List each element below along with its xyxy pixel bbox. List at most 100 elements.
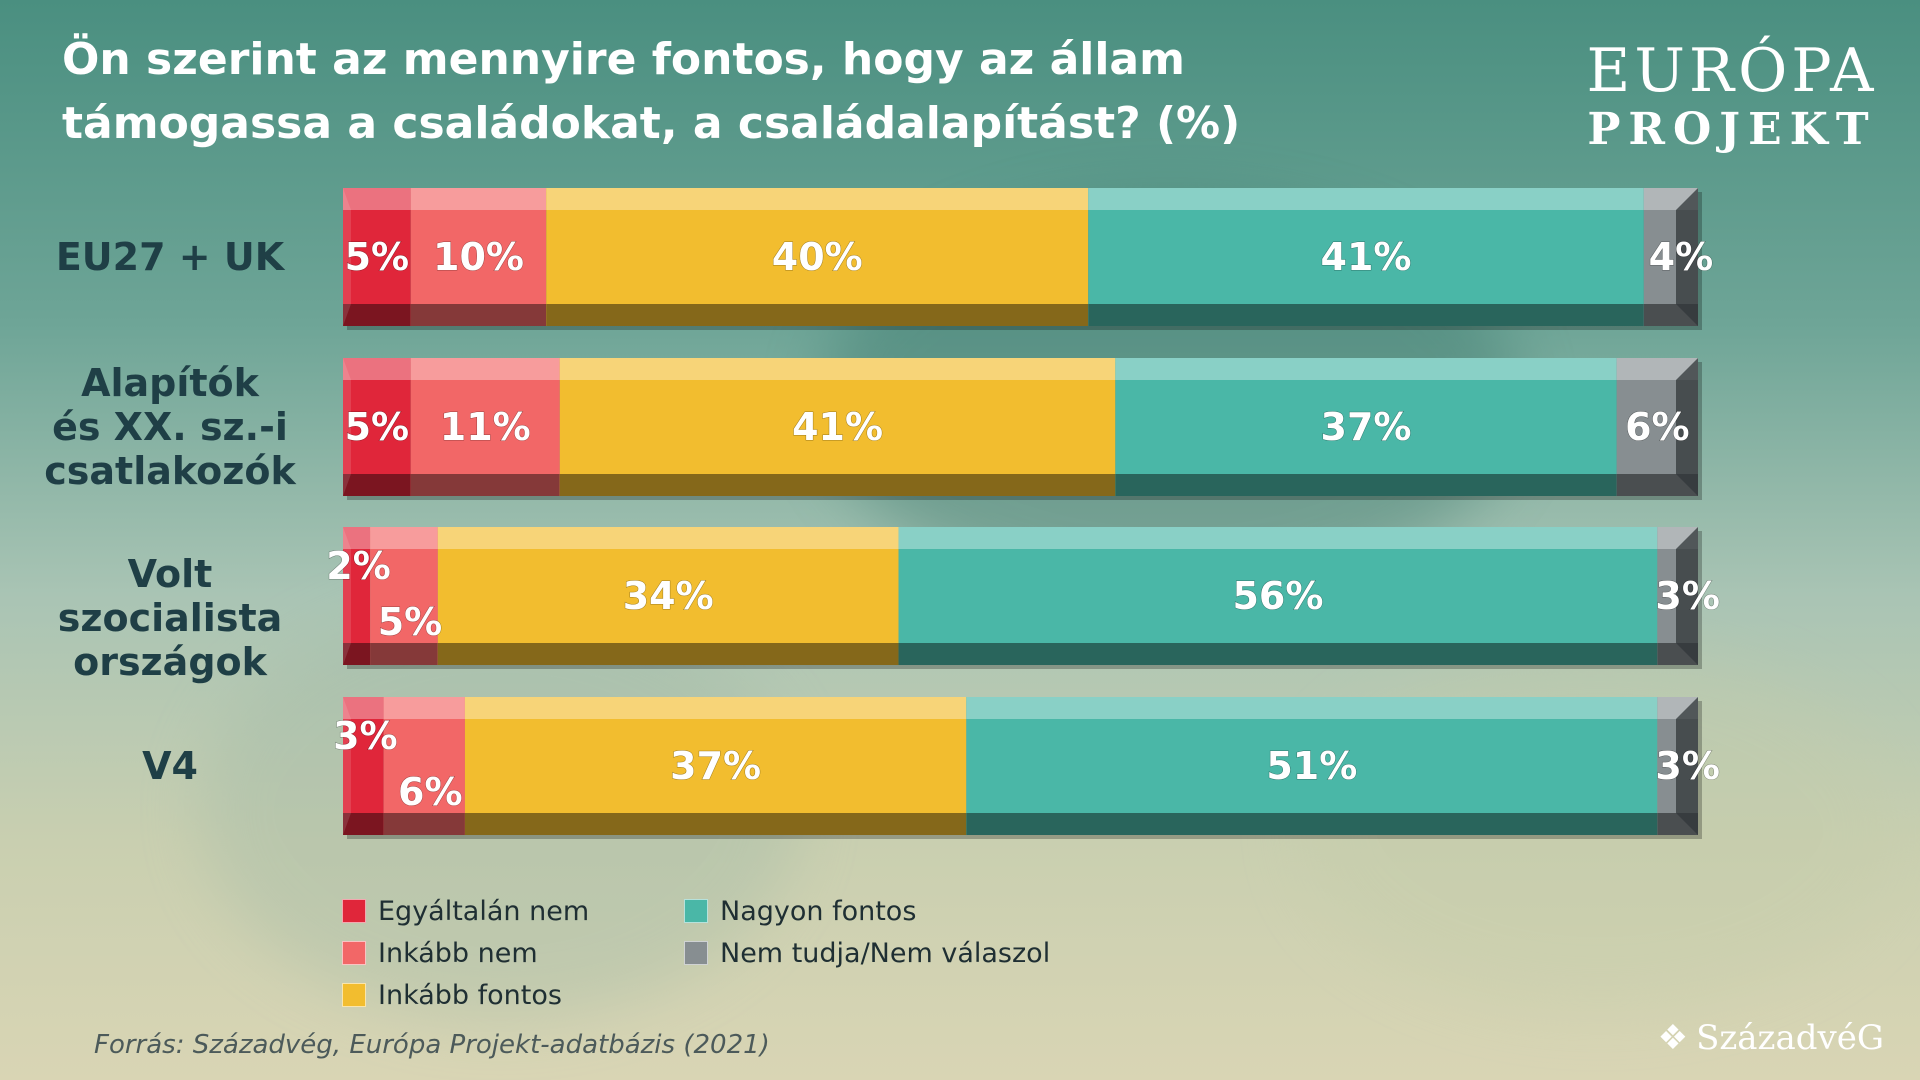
category-label-line: csatlakozók: [44, 449, 296, 493]
bar-segment-egy-ltal-n-nem: [343, 358, 411, 496]
bar-bevel-top: [343, 697, 384, 719]
bar-bevel-top: [559, 358, 1116, 380]
bar-bevel-top: [410, 188, 547, 210]
bar-segment-nagyon-fontos: [966, 697, 1658, 835]
data-label: 41%: [1321, 235, 1412, 279]
bar-bevel-bottom: [370, 643, 438, 665]
bar-segment-nagyon-fontos: [1088, 188, 1644, 326]
bar-bevel-bottom: [410, 304, 547, 326]
legend-swatch: [684, 941, 708, 965]
bar-bevel-top: [464, 697, 967, 719]
legend-label: Nem tudja/Nem válaszol: [720, 937, 1051, 969]
legend-swatch: [342, 983, 366, 1007]
bar-bevel-bottom: [1115, 474, 1617, 496]
bar-segment-ink-bb-nem: [370, 527, 438, 665]
bar-bevel-top: [1115, 358, 1617, 380]
data-label: 10%: [433, 235, 524, 279]
legend-label: Nagyon fontos: [720, 895, 917, 927]
category-label: V4: [10, 744, 330, 788]
data-label: 3%: [333, 714, 398, 758]
category-label: Alapítók és XX. sz.-i csatlakozók: [10, 361, 330, 493]
bar-segment-egy-ltal-n-nem: [343, 527, 371, 665]
bar-segment-nagyon-fontos: [898, 527, 1658, 665]
bar-bevel-top: [1616, 358, 1698, 380]
bar-bevel-left: [343, 527, 351, 665]
category-label-line: Alapítók: [81, 361, 259, 405]
category-label-line: Volt szocialista: [57, 552, 283, 640]
category-label: Volt szocialista országok: [10, 552, 330, 684]
bar-segment-ink-bb-nem: [410, 188, 547, 326]
bar-bevel-right: [1676, 527, 1698, 665]
bar-bevel-top: [966, 697, 1658, 719]
data-label: 5%: [378, 600, 443, 644]
bar-bevel-left: [343, 358, 351, 496]
legend-item: Nem tudja/Nem válaszol: [684, 932, 1050, 974]
bar-bevel-right: [1676, 358, 1698, 496]
bar-segment-ink-bb-fontos: [437, 527, 899, 665]
bar-bevel-bottom: [410, 474, 560, 496]
bar-segment-egy-ltal-n-nem: [343, 697, 384, 835]
bar-bevel-bottom: [898, 643, 1658, 665]
bar-bevel-top: [437, 527, 899, 549]
bar-bevel-right: [1676, 697, 1698, 835]
bar-bevel-bottom: [343, 813, 384, 835]
legend-column-2: Nagyon fontos Nem tudja/Nem válaszol: [684, 890, 1050, 974]
legend-label: Inkább fontos: [378, 979, 562, 1011]
legend-item: Egyáltalán nem: [342, 890, 589, 932]
logo-top-text: EURÓPA: [1586, 36, 1878, 106]
category-label-line: EU27 + UK: [55, 235, 285, 279]
legend-swatch: [342, 941, 366, 965]
data-label: 37%: [670, 744, 761, 788]
logo-bottom-text: PROJEKT: [1587, 104, 1877, 155]
bar-bevel-bottom: [464, 813, 967, 835]
data-label: 5%: [345, 235, 410, 279]
brand-name: SzázadvéG: [1696, 1018, 1884, 1058]
data-label: 3%: [1655, 744, 1720, 788]
data-label: 40%: [772, 235, 863, 279]
data-label: 3%: [1655, 574, 1720, 618]
data-label: 11%: [440, 405, 531, 449]
legend-label: Inkább nem: [378, 937, 538, 969]
data-label: 34%: [623, 574, 714, 618]
diamond-logo-icon: ❖: [1657, 1018, 1689, 1058]
bar-bevel-bottom: [343, 643, 371, 665]
bar-bevel-top: [370, 527, 438, 549]
category-label-line: és XX. sz.-i: [52, 405, 288, 449]
bar-bevel-top: [343, 527, 371, 549]
bar-segment-ink-bb-fontos: [546, 188, 1089, 326]
bar-segment-ink-bb-fontos: [464, 697, 967, 835]
data-label: 56%: [1232, 574, 1323, 618]
data-label: 37%: [1321, 405, 1412, 449]
legend-swatch: [342, 899, 366, 923]
bar-bevel-bottom: [383, 813, 465, 835]
bar-bevel-bottom: [546, 304, 1089, 326]
europa-projekt-logo: EURÓPA PROJEKT: [1582, 36, 1882, 154]
bar-bevel-top: [546, 188, 1089, 210]
legend-label: Egyáltalán nem: [378, 895, 590, 927]
category-label-line: országok: [73, 640, 267, 684]
legend-item: Nagyon fontos: [684, 890, 1050, 932]
bar-bevel-bottom: [437, 643, 899, 665]
bar-segment-ink-bb-nem: [410, 358, 560, 496]
chart-title: Ön szerint az mennyire fontos, hogy az á…: [62, 34, 1241, 149]
legend-swatch: [684, 899, 708, 923]
bar-segment-egy-ltal-n-nem: [343, 188, 411, 326]
category-label-line: V4: [142, 744, 198, 788]
source-note: Forrás: Századvég, Európa Projekt-adatbá…: [94, 1030, 770, 1060]
legend-column-1: Egyáltalán nem Inkább nem Inkább fontos: [342, 890, 589, 1016]
legend-item: Inkább nem: [342, 932, 589, 974]
data-label: 2%: [326, 544, 391, 588]
bar-bevel-right: [1676, 188, 1698, 326]
bar-segment-ink-bb-fontos: [559, 358, 1116, 496]
bar-bevel-bottom: [1088, 304, 1644, 326]
bar-segment-nagyon-fontos: [1115, 358, 1617, 496]
data-label: 4%: [1649, 235, 1714, 279]
bar-bevel-top: [383, 697, 465, 719]
data-label: 41%: [792, 405, 883, 449]
bar-bevel-bottom: [343, 474, 411, 496]
bar-bevel-bottom: [343, 304, 411, 326]
data-label: 51%: [1266, 744, 1357, 788]
bar-bevel-top: [1088, 188, 1644, 210]
szazadveg-brand: ❖ SzázadvéG: [1658, 1018, 1884, 1058]
bar-bevel-top: [343, 358, 411, 380]
